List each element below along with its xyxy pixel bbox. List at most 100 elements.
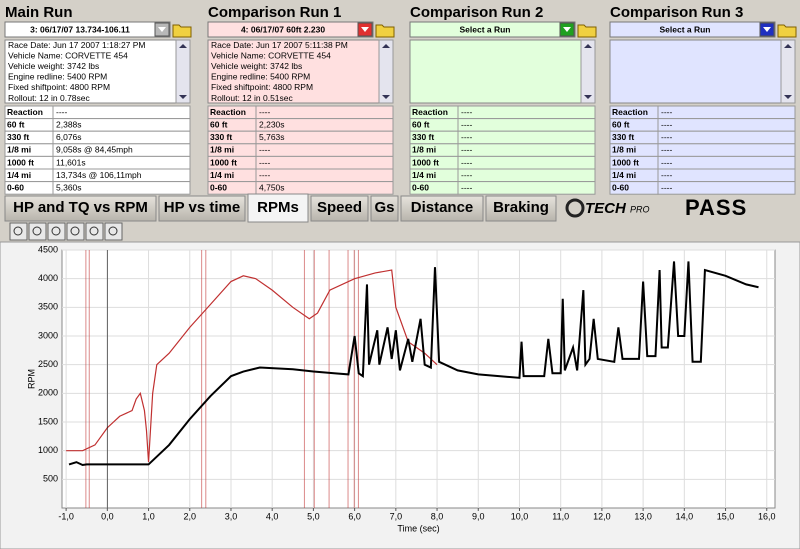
result-value: 11,601s [56,157,86,167]
zoom-tool-button[interactable] [9,222,28,241]
brand-logo-mark [565,198,585,218]
run-selector[interactable] [409,21,576,38]
result-label: 1000 ft [7,157,34,167]
x-tick-label: 0,0 [101,511,114,521]
dropdown-arrow [361,27,369,32]
result-label: Reaction [612,107,648,117]
result-label: 1/4 mi [412,170,436,180]
tab[interactable] [485,195,557,222]
result-label: 1/4 mi [210,170,234,180]
result-label: 1/8 mi [210,145,234,155]
info-line: Vehicle weight: 3742 lbs [211,61,302,71]
zoom-tool-button[interactable] [28,222,47,241]
result-label: 330 ft [7,132,29,142]
result-value-cell [457,105,596,120]
zoom-tool-button[interactable] [85,222,104,241]
run-selector-text: Select a Run [459,24,510,34]
x-tick-label: 4,0 [266,511,279,521]
run-selector[interactable] [207,21,374,38]
tab-label: Speed [317,199,362,216]
info-line: Vehicle Name: CORVETTE 454 [8,50,128,60]
result-value-cell [457,130,596,145]
tool-icon [13,226,23,236]
scroll-up[interactable] [784,44,792,48]
dropdown-arrow [563,27,571,32]
result-value-cell [52,105,191,120]
result-value: ---- [259,157,270,167]
y-tick-label: 4500 [38,244,58,254]
result-value-cell [457,168,596,183]
result-label: 330 ft [412,132,434,142]
result-value: ---- [259,107,270,117]
tab[interactable] [310,195,369,222]
result-value: ---- [461,107,472,117]
tab[interactable] [4,195,157,222]
result-label: 1000 ft [612,157,639,167]
zoom-tool-button[interactable] [47,222,66,241]
scroll-down[interactable] [584,95,592,99]
zoom-tool-button[interactable] [104,222,123,241]
scroll-down[interactable] [784,95,792,99]
tool-icon [70,226,80,236]
info-line: Vehicle Name: CORVETTE 454 [211,50,331,60]
result-label: 1/4 mi [612,170,636,180]
tool-icon [51,226,61,236]
result-label: 0-60 [7,182,24,192]
result-value: 5,360s [56,182,82,192]
tab[interactable] [370,195,399,222]
open-folder-icon[interactable] [577,24,597,38]
info-box [4,39,191,104]
x-tick-label: 8,0 [431,511,444,521]
result-value-cell [255,155,394,170]
scrollbar[interactable] [175,39,191,104]
y-tick-label: 2000 [38,388,58,398]
tool-icon [89,226,99,236]
result-value-cell [52,181,191,195]
tab[interactable] [158,195,246,222]
x-tick-label: 7,0 [390,511,403,521]
info-box [609,39,796,104]
tab[interactable] [400,195,484,222]
result-label: 1000 ft [412,157,439,167]
result-value-cell [457,143,596,157]
run-selector[interactable] [609,21,776,38]
result-value: 6,076s [56,132,82,142]
x-tick-label: 6,0 [348,511,361,521]
result-value-cell [255,181,394,195]
open-folder-icon[interactable] [375,24,395,38]
scroll-up[interactable] [179,44,187,48]
run-selector[interactable] [4,21,171,38]
result-label: 1/4 mi [7,170,31,180]
scrollbar[interactable] [378,39,394,104]
panel-title: Comparison Run 1 [208,4,341,21]
scrollbar[interactable] [580,39,596,104]
open-folder-icon[interactable] [172,24,192,38]
result-value: 2,388s [56,119,82,129]
tool-icon [32,226,42,236]
y-tick-label: 4000 [38,273,58,283]
tab[interactable] [247,193,309,223]
panel-title: Main Run [5,4,73,21]
scroll-down[interactable] [382,95,390,99]
brand-product: PASS [685,195,747,220]
rpm-line [68,261,759,467]
result-label: 1000 ft [210,157,237,167]
open-folder-icon[interactable] [777,24,797,38]
scrollbar[interactable] [780,39,796,104]
tab-label: HP vs time [164,199,240,216]
scroll-down[interactable] [179,95,187,99]
result-value: ---- [461,119,472,129]
result-value-cell [457,118,596,132]
result-value: ---- [461,157,472,167]
scroll-up[interactable] [584,44,592,48]
result-label: 60 ft [412,119,430,129]
result-value: ---- [661,132,672,142]
y-tick-label: 2500 [38,359,58,369]
info-line: Engine redline: 5400 RPM [8,72,107,82]
zoom-tool-button[interactable] [66,222,85,241]
result-label: 0-60 [612,182,629,192]
x-tick-label: 16,0 [758,511,776,521]
scroll-up[interactable] [382,44,390,48]
x-tick-label: 9,0 [472,511,485,521]
result-value: 5,763s [259,132,285,142]
